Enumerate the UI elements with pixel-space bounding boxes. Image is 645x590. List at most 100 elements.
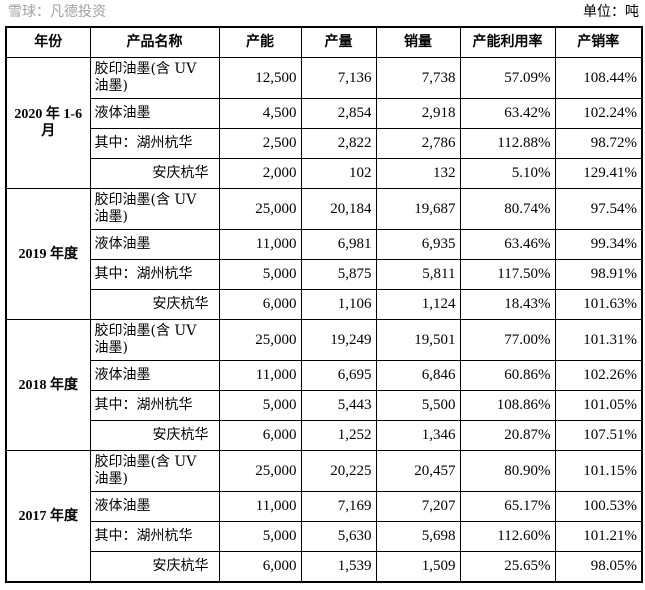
value-cell: 1,106 bbox=[300, 289, 377, 320]
value-cell: 5,698 bbox=[375, 521, 461, 552]
value-cell: 129.41% bbox=[554, 158, 643, 189]
value-cell: 60.86% bbox=[459, 360, 556, 391]
value-cell: 63.46% bbox=[459, 229, 556, 260]
value-cell: 112.88% bbox=[459, 128, 556, 159]
table-row: 安庆杭华 6,000 1,106 1,124 18.43% 101.63% bbox=[6, 289, 643, 320]
table-row: 液体油墨 11,000 6,695 6,846 60.86% 102.26% bbox=[6, 360, 643, 391]
value-cell: 102.26% bbox=[554, 360, 643, 391]
value-cell: 98.72% bbox=[554, 128, 643, 159]
value-cell: 1,346 bbox=[375, 420, 461, 451]
value-cell: 2,918 bbox=[375, 98, 461, 129]
header-row: 年份 产品名称 产能 产量 销量 产能利用率 产销率 bbox=[5, 26, 643, 58]
value-cell: 2,500 bbox=[218, 128, 302, 159]
value-cell: 2,854 bbox=[300, 98, 377, 129]
table-row: 2020 年 1-6 月胶印油墨(含 UV 油墨) 12,500 7,136 7,73… bbox=[5, 57, 643, 189]
value-cell: 98.91% bbox=[554, 259, 643, 290]
value-cell: 19,249 bbox=[300, 319, 377, 361]
table-row: 2018 年度 胶印油墨(含 UV 油墨) 25,000 19,249 19,501 77… bbox=[5, 319, 643, 451]
value-cell: 11,000 bbox=[218, 229, 302, 260]
header-cell: 产品名称 bbox=[89, 26, 220, 58]
value-cell: 25,000 bbox=[218, 319, 302, 361]
table-row: 安庆杭华 2,000 102 132 5.10% 129.41% bbox=[6, 158, 643, 189]
value-cell: 25,000 bbox=[218, 188, 302, 230]
value-cell: 108.86% bbox=[459, 390, 556, 421]
product-name-cell: 其中：湖州杭华 bbox=[89, 259, 220, 290]
value-cell: 102 bbox=[300, 158, 377, 189]
table-row: 其中：湖州杭华 5,000 5,630 5,698 112.60% 101.21% bbox=[6, 521, 643, 552]
value-cell: 2,822 bbox=[300, 128, 377, 159]
header-cell: 产能利用率 bbox=[459, 26, 556, 58]
table-row: 液体油墨 4,500 2,854 2,918 63.42% 102.24% bbox=[6, 98, 643, 129]
value-cell: 100.53% bbox=[554, 491, 643, 522]
value-cell: 6,846 bbox=[375, 360, 461, 391]
value-cell: 2,786 bbox=[375, 128, 461, 159]
year-cell: 2020 年 1-6 月 bbox=[5, 57, 91, 189]
table-row: 2017 年度 胶印油墨(含 UV 油墨) 25,000 20,225 20,457 80… bbox=[5, 450, 643, 583]
value-cell: 5,875 bbox=[300, 259, 377, 290]
value-cell: 4,500 bbox=[218, 98, 302, 129]
value-cell: 20.87% bbox=[459, 420, 556, 451]
value-cell: 5.10% bbox=[459, 158, 556, 189]
product-name-cell: 安庆杭华 bbox=[89, 158, 220, 189]
value-cell: 80.90% bbox=[459, 450, 556, 492]
product-name-cell: 液体油墨 bbox=[89, 360, 220, 391]
value-cell: 99.34% bbox=[554, 229, 643, 260]
value-cell: 5,000 bbox=[218, 259, 302, 290]
year-cell: 2019 年度 bbox=[5, 188, 91, 320]
header-cell: 产量 bbox=[300, 26, 377, 58]
table-row: 安庆杭华 6,000 1,539 1,509 25.65% 98.05% bbox=[6, 551, 643, 583]
value-cell: 101.05% bbox=[554, 390, 643, 421]
table-row: 其中：湖州杭华 5,000 5,443 5,500 108.86% 101.05% bbox=[6, 390, 643, 421]
table-row: 液体油墨 11,000 7,169 7,207 65.17% 100.53% bbox=[6, 491, 643, 522]
value-cell: 1,124 bbox=[375, 289, 461, 320]
value-cell: 11,000 bbox=[218, 360, 302, 391]
product-name-cell: 其中：湖州杭华 bbox=[89, 521, 220, 552]
value-cell: 112.60% bbox=[459, 521, 556, 552]
capacity-table: 年份 产品名称 产能 产量 销量 产能利用率 产销率 2020 年 1-6 月胶… bbox=[5, 26, 643, 583]
value-cell: 19,501 bbox=[375, 319, 461, 361]
year-cell: 2017 年度 bbox=[5, 450, 91, 583]
value-cell: 7,136 bbox=[300, 57, 377, 99]
table-row: 2019 年度 胶印油墨(含 UV 油墨) 25,000 20,184 19,687 80… bbox=[5, 188, 643, 320]
value-cell: 5,000 bbox=[218, 521, 302, 552]
value-cell: 18.43% bbox=[459, 289, 556, 320]
value-cell: 5,811 bbox=[375, 259, 461, 290]
value-cell: 7,169 bbox=[300, 491, 377, 522]
value-cell: 101.21% bbox=[554, 521, 643, 552]
value-cell: 63.42% bbox=[459, 98, 556, 129]
product-name-cell: 液体油墨 bbox=[89, 491, 220, 522]
value-cell: 5,000 bbox=[218, 390, 302, 421]
product-name-cell: 安庆杭华 bbox=[89, 420, 220, 451]
watermark: 雪球：凡德投资 bbox=[8, 4, 106, 20]
value-cell: 98.05% bbox=[554, 551, 643, 583]
value-cell: 7,738 bbox=[375, 57, 461, 99]
value-cell: 11,000 bbox=[218, 491, 302, 522]
value-cell: 12,500 bbox=[218, 57, 302, 99]
value-cell: 20,457 bbox=[375, 450, 461, 492]
value-cell: 80.74% bbox=[459, 188, 556, 230]
value-cell: 7,207 bbox=[375, 491, 461, 522]
value-cell: 6,000 bbox=[218, 551, 302, 583]
value-cell: 107.51% bbox=[554, 420, 643, 451]
product-name-cell: 胶印油墨(含 UV 油墨) bbox=[89, 450, 220, 492]
header-cell: 年份 bbox=[5, 26, 91, 58]
value-cell: 1,252 bbox=[300, 420, 377, 451]
header-cell: 产能 bbox=[218, 26, 302, 58]
value-cell: 20,225 bbox=[300, 450, 377, 492]
product-name-cell: 液体油墨 bbox=[89, 229, 220, 260]
value-cell: 6,000 bbox=[218, 420, 302, 451]
value-cell: 25,000 bbox=[218, 450, 302, 492]
value-cell: 6,000 bbox=[218, 289, 302, 320]
value-cell: 57.09% bbox=[459, 57, 556, 99]
value-cell: 102.24% bbox=[554, 98, 643, 129]
unit-label: 单位：吨 bbox=[583, 4, 639, 20]
value-cell: 2,000 bbox=[218, 158, 302, 189]
year-cell: 2018 年度 bbox=[5, 319, 91, 451]
value-cell: 5,500 bbox=[375, 390, 461, 421]
value-cell: 25.65% bbox=[459, 551, 556, 583]
value-cell: 6,981 bbox=[300, 229, 377, 260]
product-name-cell: 其中：湖州杭华 bbox=[89, 128, 220, 159]
product-name-cell: 胶印油墨(含 UV 油墨) bbox=[89, 57, 220, 99]
value-cell: 65.17% bbox=[459, 491, 556, 522]
value-cell: 5,443 bbox=[300, 390, 377, 421]
